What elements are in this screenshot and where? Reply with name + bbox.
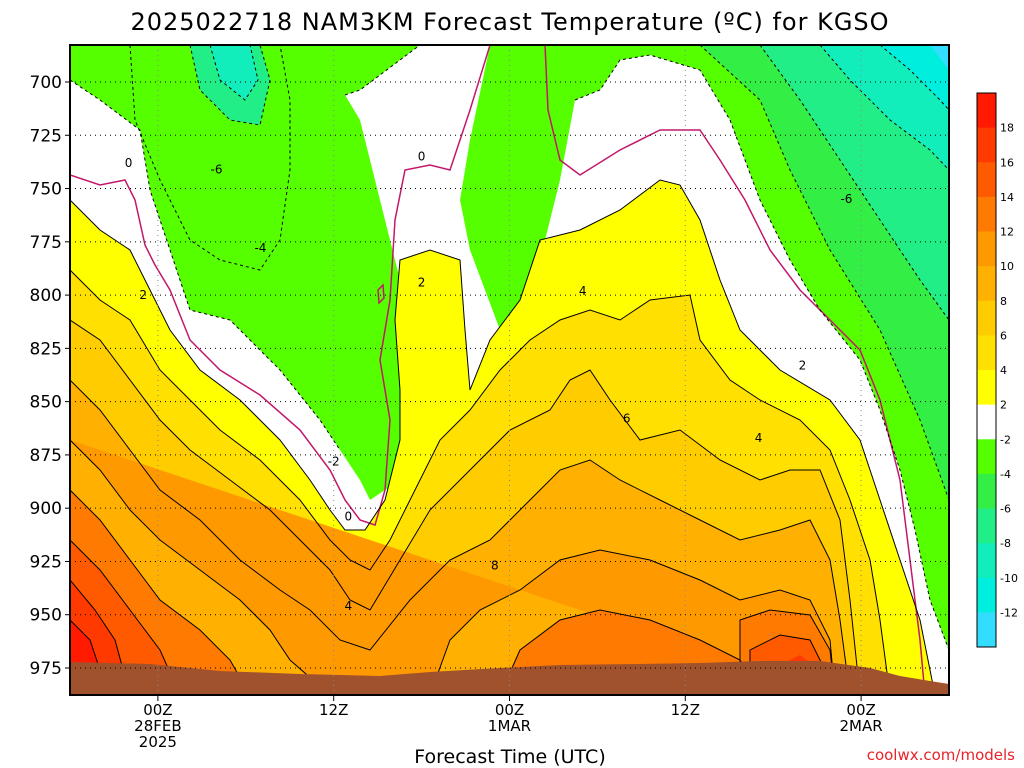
colorbar-label: -12: [1000, 606, 1018, 619]
colorbar-swatch: [977, 473, 996, 509]
colorbar: 18 16 14 12 10 8 6 4 2 -2 -4 -6 -8 -10 -12: [976, 92, 1018, 648]
colorbar-label: 12: [1000, 226, 1014, 239]
x-tick-label: 28FEB: [134, 717, 181, 735]
colorbar-swatch: [977, 300, 996, 336]
contour-zero: [70, 45, 491, 526]
credit-text: coolwx.com/models: [867, 746, 1015, 764]
contour-label: -4: [254, 241, 266, 255]
x-tick-label: 2MAR: [840, 717, 883, 735]
contour-label: 4: [345, 599, 353, 613]
colorbar-swatch: [977, 93, 996, 129]
colorbar-swatch: [977, 439, 996, 475]
y-tick-label: 700: [30, 73, 62, 93]
colorbar-swatch: [977, 577, 996, 613]
x-tick-label: 00Z: [143, 701, 172, 719]
contour-label: 4: [755, 431, 763, 445]
contour-label: -2: [328, 454, 340, 468]
colorbar-swatch: [977, 162, 996, 198]
contour-label: -6: [840, 192, 852, 206]
contour-zero-right: [544, 45, 926, 695]
colorbar-swatch: [977, 370, 996, 406]
plot-frame: [69, 44, 950, 696]
y-tick-label: 775: [30, 233, 62, 253]
x-tick-label: 00Z: [495, 701, 524, 719]
colorbar-swatch: [977, 335, 996, 371]
y-tick-label: 975: [30, 659, 62, 679]
x-tick-label: 1MAR: [488, 717, 531, 735]
contour-label: 0: [125, 156, 133, 170]
colorbar-label: 10: [1000, 260, 1014, 273]
y-tick-label: 725: [30, 126, 62, 146]
colorbar-swatch: [977, 196, 996, 232]
x-tick-label: 12Z: [671, 701, 700, 719]
colorbar-label: -10: [1000, 572, 1018, 585]
y-tick-label: 850: [30, 393, 62, 413]
x-tick-label: 12Z: [319, 701, 348, 719]
colorbar-label: 6: [1000, 329, 1007, 342]
terrain: [70, 661, 949, 695]
contour-label: 8: [491, 559, 499, 573]
grid: [70, 45, 949, 695]
colorbar-label: -8: [1000, 537, 1011, 550]
colorbar-label: -2: [1000, 433, 1011, 446]
field-band-10-12: [70, 490, 835, 695]
contour-label: 0: [418, 150, 426, 164]
colorbar-swatch: [977, 543, 996, 579]
field-band-minus12: [880, 45, 949, 110]
y-tick-label: 925: [30, 552, 62, 572]
y-tick-label: 950: [30, 606, 62, 626]
y-tick-label: 875: [30, 446, 62, 466]
colorbar-label: 16: [1000, 156, 1014, 169]
contour-label: 2: [799, 358, 807, 372]
colorbar-swatch: [977, 231, 996, 267]
colorbar-label: 8: [1000, 295, 1007, 308]
contour-label: -6: [211, 162, 223, 176]
colorbar-swatch: [977, 404, 996, 440]
negative-contours: [70, 45, 949, 651]
contour-zero-small: [377, 283, 385, 305]
colorbar-swatch: [977, 508, 996, 544]
colorbar-swatch: [977, 266, 996, 302]
field-band-minus12b: [930, 45, 949, 70]
x-tick-label: 2025: [139, 733, 177, 751]
y-tick-label: 800: [30, 286, 62, 306]
colorbar-label: 18: [1000, 122, 1014, 135]
colorbar-swatch: [977, 127, 996, 163]
x-tick-label: 00Z: [846, 701, 875, 719]
colorbar-label: 2: [1000, 399, 1007, 412]
contour-label: 2: [139, 288, 147, 302]
x-axis-label: Forecast Time (UTC): [414, 746, 605, 768]
contour-label: 6: [623, 412, 631, 426]
y-axis: 700 725 750 775 800 825 850 875 900 925 950 975: [30, 73, 70, 679]
contour-label: 2: [418, 275, 426, 289]
contour-label: 4: [579, 284, 587, 298]
colorbar-label: 14: [1000, 191, 1014, 204]
chart-title: 2025022718 NAM3KM Forecast Temperature (…: [130, 8, 889, 36]
contour-labels: 0 -6 -4 2 0 2 -2 0 4 8 4 6 4 2 -6: [125, 150, 853, 614]
y-tick-label: 825: [30, 339, 62, 359]
field-band-minus8-left: [210, 45, 258, 100]
colorbar-label: -4: [1000, 468, 1011, 481]
y-tick-label: 900: [30, 499, 62, 519]
colorbar-label: -6: [1000, 503, 1011, 516]
colorbar-swatch: [977, 612, 996, 648]
y-tick-label: 750: [30, 180, 62, 200]
contour-label: 0: [345, 510, 353, 524]
colorbar-frame: [976, 92, 997, 648]
colorbar-label: 4: [1000, 364, 1007, 377]
